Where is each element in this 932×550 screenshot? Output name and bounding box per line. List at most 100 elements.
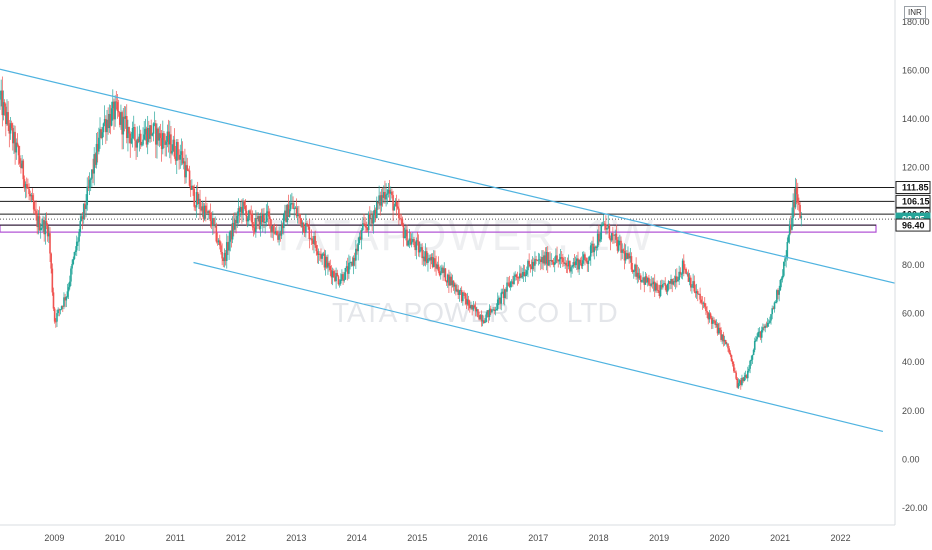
candle-body [341,274,343,280]
currency-badge[interactable]: INR [904,6,926,19]
candle-body [660,285,663,288]
candle-body [788,224,791,236]
candle-body [11,128,14,144]
candle-body [566,265,569,267]
time-axis[interactable]: 2009 2010 2011 2012 2013 2014 2015 2016 2017 2018… [44,533,850,543]
candle-body [334,276,336,282]
candle-body [733,364,735,372]
candle-body [391,191,393,196]
candle-body [680,273,683,275]
candle-body [8,125,11,134]
price-tag: 111.85 [895,181,931,195]
candle-body [64,297,66,301]
candle-body [312,240,314,244]
candle-body [596,233,599,247]
candle-body [237,208,240,216]
candle-body [688,277,691,282]
candle-body [328,262,330,267]
candle-body [100,129,102,138]
candle-body [373,209,376,216]
candle-body [301,222,304,227]
candle-body [121,112,123,135]
candle-body [31,195,34,201]
candle-body [769,320,771,323]
candle-body [579,259,582,264]
candle-body [57,309,59,314]
candle-body [486,310,489,315]
candle-body [656,283,658,291]
candle-body [428,257,430,259]
candle-body [103,119,106,124]
candle-body [441,267,443,274]
candle-body [228,241,230,251]
candle-body [131,128,134,139]
candle-body [224,252,227,261]
candle-body [101,132,104,138]
candle-body [77,241,79,243]
candle-body [662,284,664,288]
candle-body [277,235,279,240]
candle-body [521,275,523,278]
candle-body [488,308,491,318]
candle-body [581,260,584,267]
candle-body [73,252,76,259]
candle-body [179,154,182,160]
candle-body [791,218,793,230]
candle-body [648,277,650,285]
candle-body [752,349,755,356]
candle-body [772,308,775,310]
candle-body [357,243,359,252]
candle-body [94,154,97,165]
candle-body [691,286,693,288]
candle-body [60,306,63,310]
candle-body [627,253,629,259]
candle-body [128,127,130,134]
candle-body [182,161,185,164]
candle-body [366,227,369,231]
candle-body [620,240,622,253]
candle-body [259,215,262,229]
price-axis[interactable]: 180.00160.00140.00120.00100.0080.0060.00… [902,17,930,513]
candle-body [307,225,309,227]
candle-body [46,225,49,237]
candle-body [358,236,361,244]
candle-body [296,213,299,217]
candle-body [530,266,533,270]
candle-body [469,305,471,309]
candle-body [763,327,765,329]
candle-body [798,202,800,205]
candle-body [359,236,362,240]
candle-body [209,213,212,222]
candle-body [50,253,52,269]
candle-body [180,151,183,155]
candle-body [319,253,321,255]
x-tick-label: 2021 [770,533,790,543]
candle-body [684,268,686,270]
x-tick-label: 2012 [226,533,246,543]
candle-body [302,222,305,233]
candle-body [143,134,146,140]
candle-body [786,241,789,258]
candle-body [172,139,175,151]
candle-body [44,221,47,235]
candle-body [527,260,529,271]
candle-body [287,204,290,217]
candle-body [271,226,273,233]
candle-body [727,343,729,349]
candle-body [10,123,13,129]
candle-body [678,271,680,280]
candle-body [795,187,798,195]
candle-body [600,225,603,240]
x-tick-label: 2019 [649,533,669,543]
candle-body [598,233,600,242]
candle-body [181,151,184,164]
candle-body [524,274,527,277]
candle-body [320,253,322,259]
candle-body [602,223,605,226]
candle-body [243,200,246,206]
candle-body [435,263,437,269]
candle-body [657,290,660,291]
